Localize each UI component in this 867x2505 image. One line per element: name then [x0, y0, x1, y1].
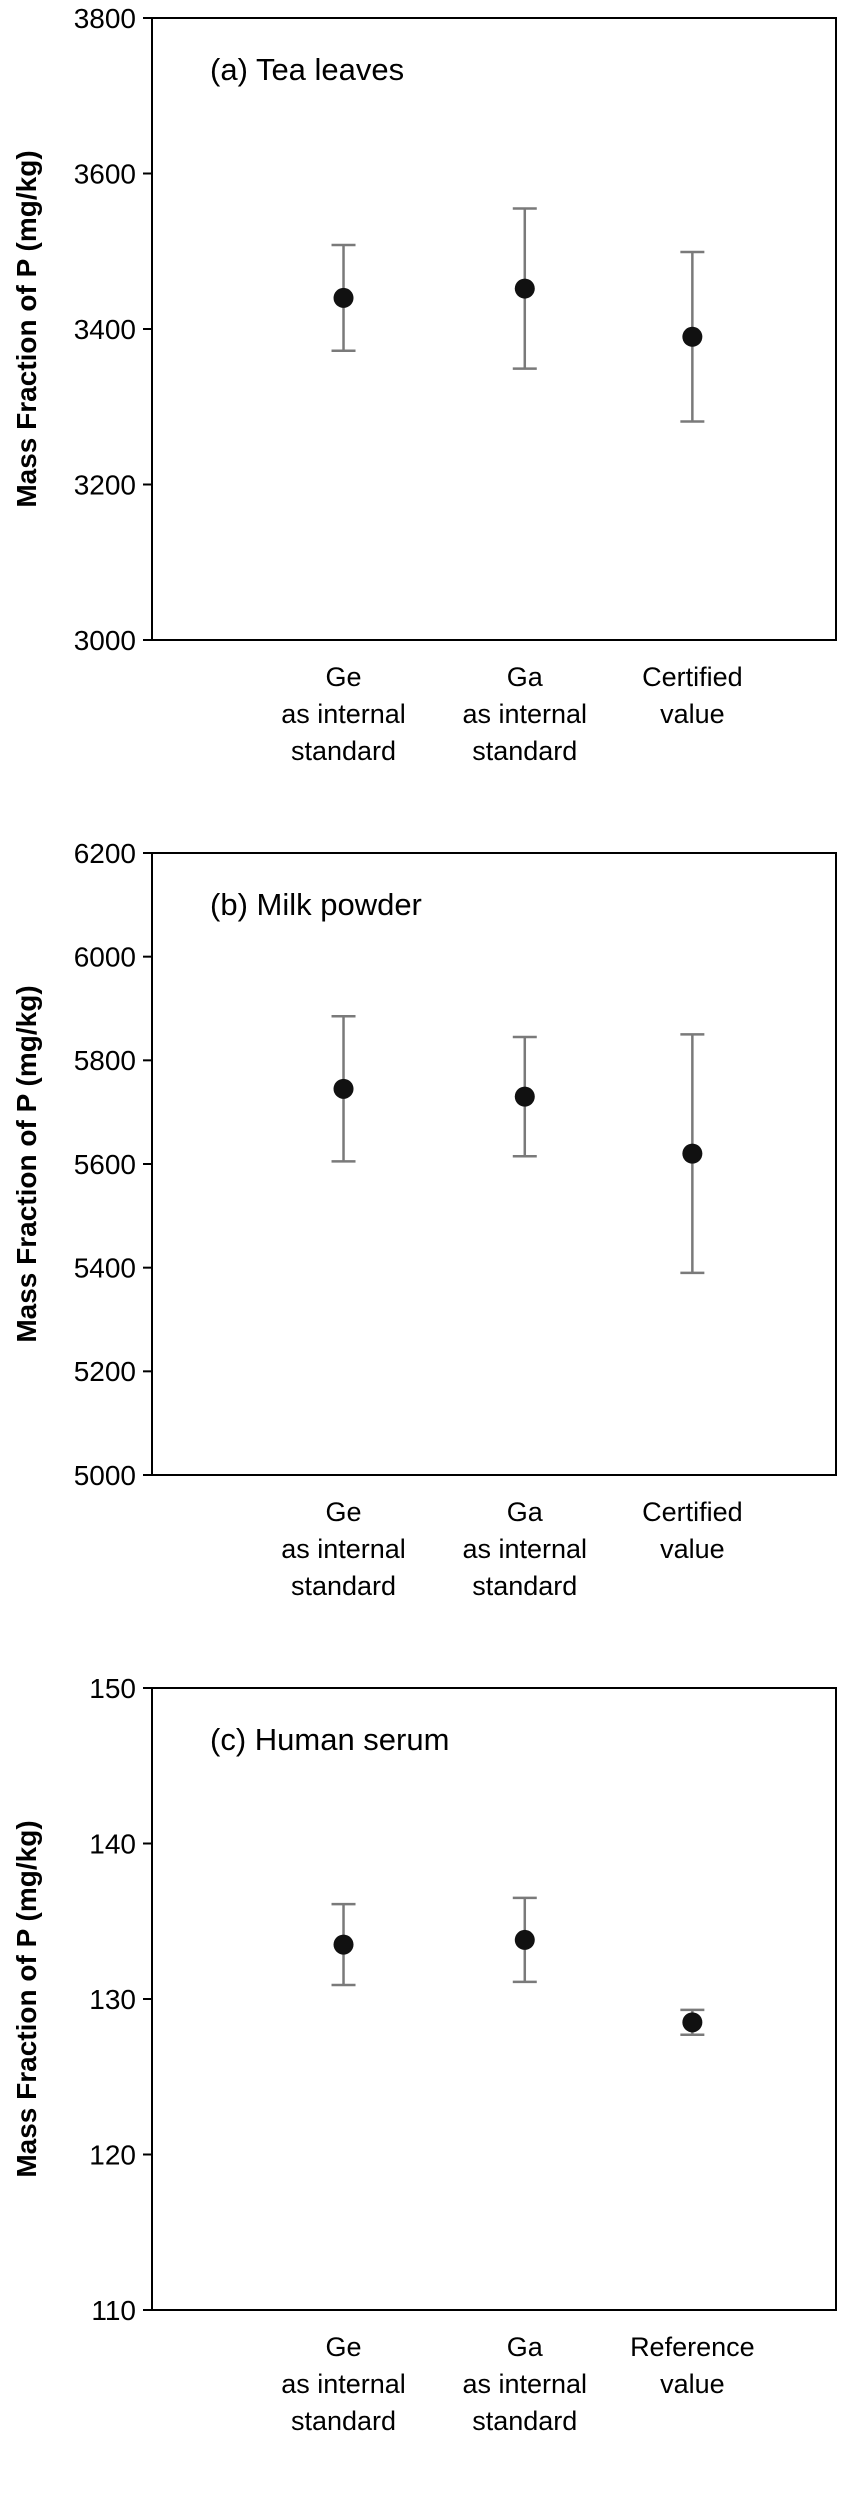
- y-tick-label: 5600: [74, 1149, 136, 1180]
- chart-title: (c) Human serum: [210, 1722, 449, 1757]
- plot-border: [151, 1687, 837, 2311]
- data-point-group: [512, 1896, 537, 1984]
- x-category-label: as internal: [281, 699, 406, 729]
- x-category-label: as internal: [281, 2369, 406, 2399]
- data-point-group: [680, 250, 705, 423]
- y-tick-label: 6000: [74, 941, 136, 972]
- x-category-label: Ge: [326, 662, 362, 692]
- y-tick-label: 140: [89, 1828, 136, 1859]
- y-tick-label: 3600: [74, 158, 136, 189]
- y-tick-label: 5800: [74, 1045, 136, 1076]
- x-category-label: value: [660, 1534, 725, 1564]
- chart-title: (a) Tea leaves: [210, 52, 404, 87]
- x-category-label: value: [660, 2369, 725, 2399]
- x-category-label: standard: [291, 2406, 396, 2436]
- x-category-label: as internal: [462, 699, 587, 729]
- data-point-group: [680, 2008, 705, 2037]
- data-marker: [682, 326, 703, 347]
- x-category-label: standard: [472, 1571, 577, 1601]
- x-category-label: Ge: [326, 1497, 362, 1527]
- data-point-group: [680, 1033, 705, 1275]
- chart-panel-human-serum: 110 120 130 140 150 (c) Human serum Mass Fract…: [0, 1670, 867, 2505]
- data-point-group: [331, 1015, 356, 1163]
- y-tick-label: 5200: [74, 1356, 136, 1387]
- x-category-label: as internal: [281, 1534, 406, 1564]
- scatter-chart-milk-powder: 5000 5200 5400 5600 5800 6000 6200 (b) Milk pow…: [11, 838, 837, 1601]
- data-marker: [682, 2012, 703, 2033]
- x-category-label: standard: [472, 736, 577, 766]
- x-category-label: standard: [291, 1571, 396, 1601]
- data-marker: [514, 1086, 535, 1107]
- chart-title: (b) Milk powder: [210, 887, 422, 922]
- y-tick-label: 120: [89, 2139, 136, 2170]
- chart-panel-milk-powder: 5000 5200 5400 5600 5800 6000 6200 (b) Milk pow…: [0, 835, 867, 1670]
- x-category-label: Ga: [507, 662, 544, 692]
- y-tick-label: 150: [89, 1673, 136, 1704]
- x-category-label: standard: [291, 736, 396, 766]
- x-category-label: Certified: [642, 1497, 743, 1527]
- plot-border: [151, 852, 837, 1476]
- x-category-label: Ge: [326, 2332, 362, 2362]
- data-marker: [682, 1143, 703, 1164]
- y-axis-label: Mass Fraction of P (mg/kg): [11, 985, 42, 1342]
- data-marker: [514, 1929, 535, 1950]
- y-tick-label: 5000: [74, 1460, 136, 1491]
- x-category-label: Reference: [630, 2332, 755, 2362]
- y-tick-label: 110: [91, 2295, 136, 2326]
- x-category-label: as internal: [462, 1534, 587, 1564]
- plot-border: [151, 17, 837, 641]
- y-tick-label: 3400: [74, 314, 136, 345]
- y-tick-label: 3000: [74, 625, 136, 656]
- scatter-chart-human-serum: 110 120 130 140 150 (c) Human serum Mass Fract…: [11, 1673, 837, 2436]
- y-tick-label: 3800: [74, 3, 136, 34]
- data-marker: [333, 1934, 354, 1955]
- data-marker: [514, 278, 535, 299]
- data-marker: [333, 1078, 354, 1099]
- data-point-group: [512, 1035, 537, 1158]
- scatter-chart-tea-leaves: 3000 3200 3400 3600 3800 (a) Tea leaves Mass F…: [11, 3, 837, 766]
- data-marker: [333, 287, 354, 308]
- data-point-group: [331, 1902, 356, 1987]
- data-point-group: [512, 207, 537, 370]
- x-category-label: Ga: [507, 1497, 544, 1527]
- y-tick-label: 3200: [74, 469, 136, 500]
- y-axis-label: Mass Fraction of P (mg/kg): [11, 1820, 42, 2177]
- y-tick-label: 130: [89, 1984, 136, 2015]
- x-category-label: Ga: [507, 2332, 544, 2362]
- data-point-group: [331, 243, 356, 353]
- chart-panel-tea-leaves: 3000 3200 3400 3600 3800 (a) Tea leaves Mass F…: [0, 0, 867, 835]
- x-category-label: Certified: [642, 662, 743, 692]
- y-tick-label: 6200: [74, 838, 136, 869]
- y-axis-label: Mass Fraction of P (mg/kg): [11, 150, 42, 507]
- y-tick-label: 5400: [74, 1252, 136, 1283]
- x-category-label: standard: [472, 2406, 577, 2436]
- x-category-label: value: [660, 699, 725, 729]
- x-category-label: as internal: [462, 2369, 587, 2399]
